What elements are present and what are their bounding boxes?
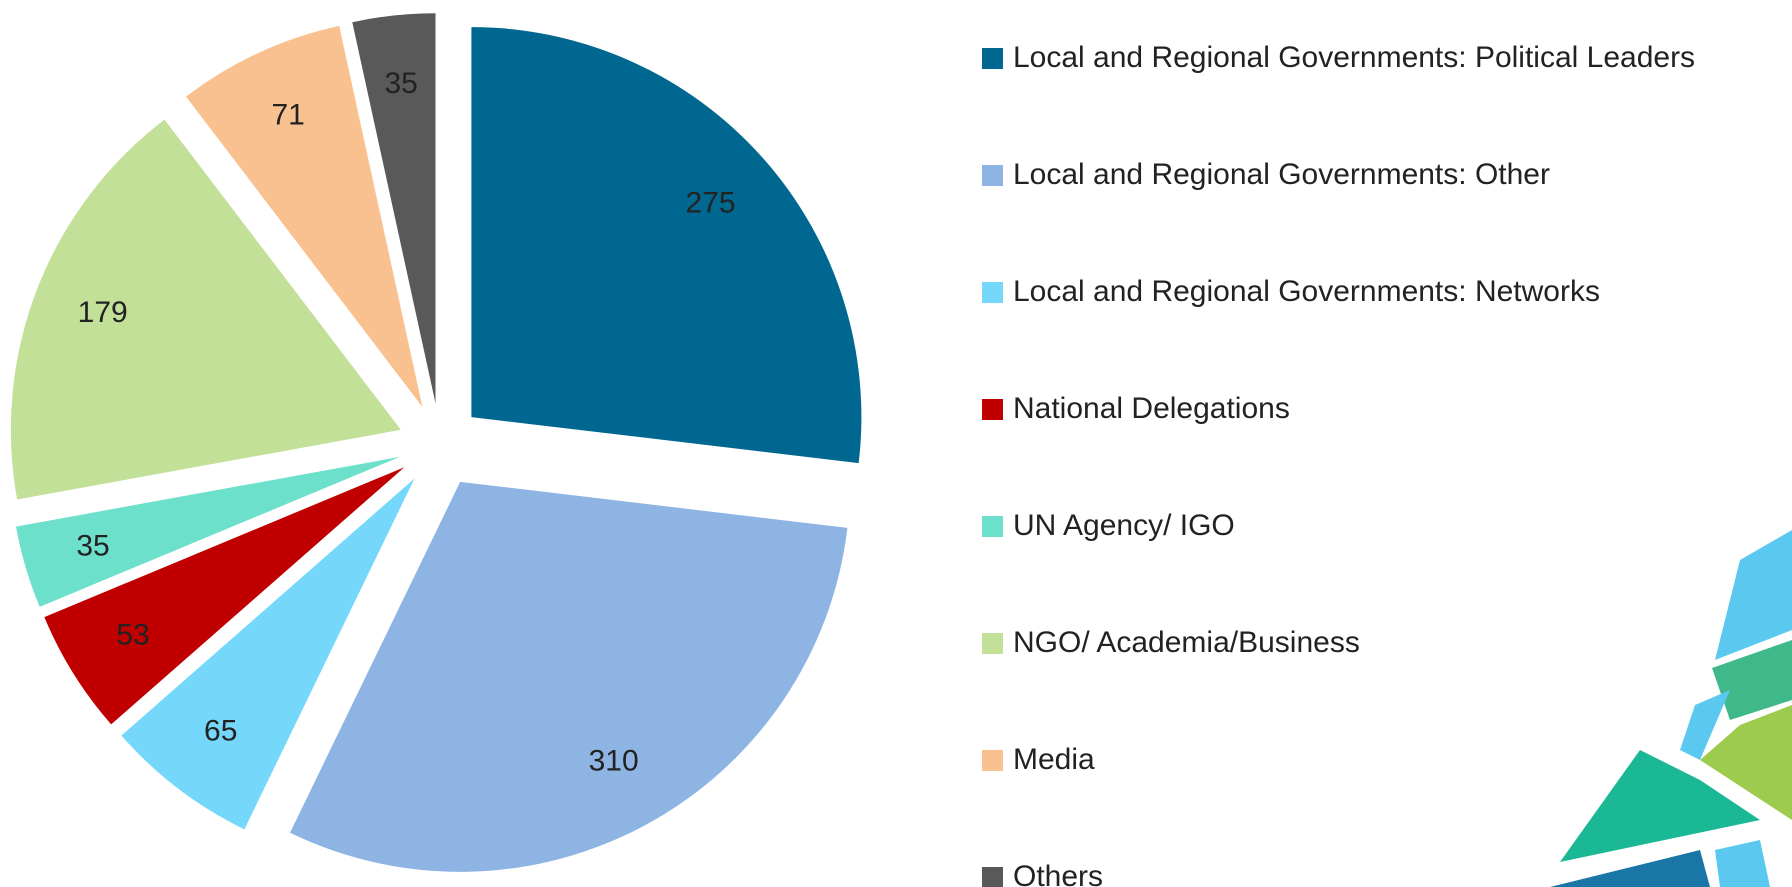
legend-label: NGO/ Academia/Business	[1013, 626, 1360, 659]
legend-swatch	[982, 48, 1003, 69]
data-label: 275	[685, 187, 735, 220]
decoration	[1550, 530, 1792, 887]
data-label: 310	[589, 744, 639, 777]
data-label: 179	[78, 296, 128, 329]
legend-label: UN Agency/ IGO	[1013, 509, 1235, 542]
legend-swatch	[982, 399, 1003, 420]
legend-label: Media	[1013, 743, 1095, 776]
data-label: 35	[76, 529, 109, 562]
legend-label: National Delegations	[1013, 392, 1290, 425]
legend-swatch	[982, 516, 1003, 537]
legend-label: Local and Regional Governments: Other	[1013, 158, 1550, 191]
pie-slice	[471, 27, 861, 463]
legend-swatch	[982, 633, 1003, 654]
data-label: 53	[116, 618, 149, 651]
legend-swatch	[982, 282, 1003, 303]
data-label: 65	[204, 715, 237, 748]
data-label: 35	[384, 67, 417, 100]
chart: 275 310 65 53 35 179 71 35 Local and Regional G…	[0, 0, 1792, 887]
data-label: 71	[272, 99, 305, 132]
legend-label: Local and Regional Governments: Networks	[1013, 275, 1600, 308]
legend-label: Local and Regional Governments: Politica…	[1013, 41, 1695, 74]
legend-swatch	[982, 867, 1003, 887]
pie: 275 310 65 53 35 179 71 35	[11, 13, 862, 872]
legend-swatch	[982, 165, 1003, 186]
legend: Local and Regional Governments: Politica…	[982, 41, 1695, 887]
legend-label: Others	[1013, 860, 1103, 887]
legend-swatch	[982, 750, 1003, 771]
